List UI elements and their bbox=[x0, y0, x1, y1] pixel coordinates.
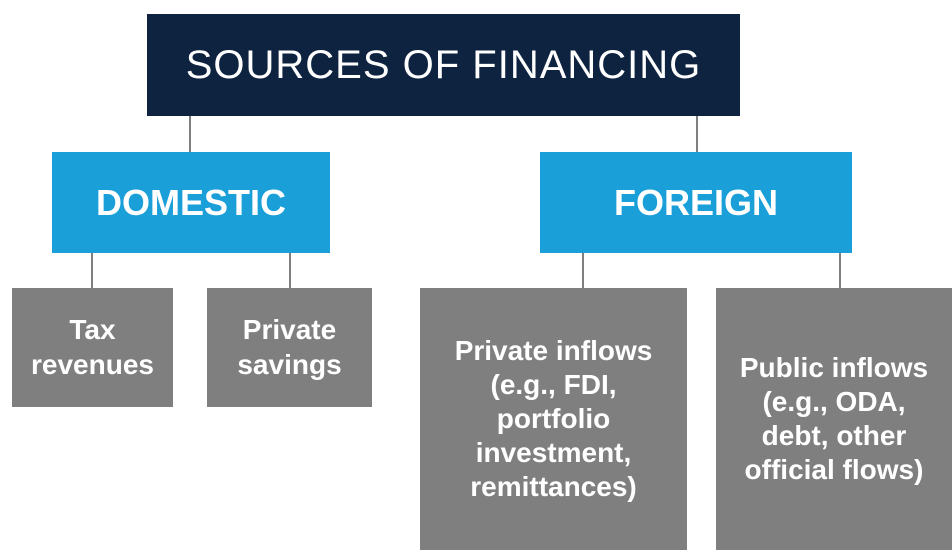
node-label: revenues bbox=[31, 348, 154, 380]
node-label: FOREIGN bbox=[613, 181, 778, 223]
node-label: official flows) bbox=[744, 454, 924, 486]
title-box: SOURCES OF FINANCING bbox=[147, 14, 740, 116]
node-label: Private bbox=[242, 314, 337, 346]
node-label: Public inflows bbox=[739, 351, 929, 383]
node-label: (e.g., ODA, bbox=[762, 385, 906, 417]
node-label: Private inflows bbox=[454, 334, 653, 366]
node-label: Tax bbox=[69, 314, 116, 346]
node-label: portfolio bbox=[496, 402, 611, 434]
node-box: FOREIGN bbox=[540, 152, 852, 253]
node-box: DOMESTIC bbox=[52, 152, 330, 253]
node-box: Tax revenues bbox=[12, 288, 173, 407]
node-label: savings bbox=[237, 348, 342, 380]
node-label: DOMESTIC bbox=[95, 181, 286, 223]
node-box: Private inflows (e.g., FDI, portfolio inves… bbox=[420, 288, 687, 550]
node-label: debt, other bbox=[761, 420, 907, 451]
node-label: remittances) bbox=[470, 471, 637, 503]
node-box: Private savings bbox=[207, 288, 372, 407]
node-label: investment, bbox=[475, 437, 632, 469]
title: SOURCES OF FINANCING bbox=[185, 42, 702, 87]
node-label: (e.g., FDI, bbox=[490, 368, 617, 400]
node-box: Public inflows (e.g., ODA, debt, other offi… bbox=[716, 288, 952, 550]
